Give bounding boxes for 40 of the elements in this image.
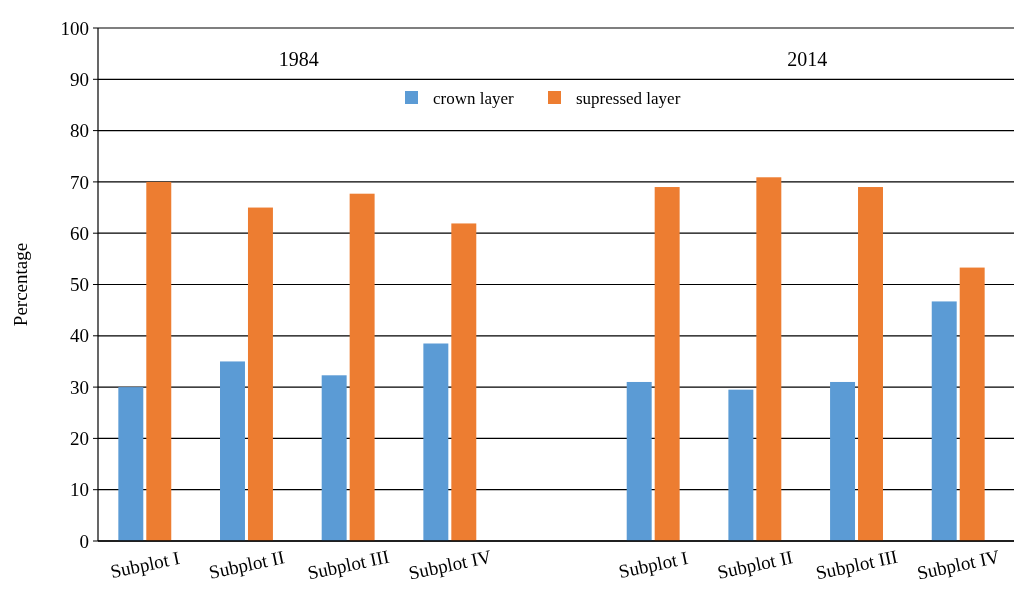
y-tick-label: 20 — [70, 428, 89, 450]
annotation: 1984 — [278, 48, 319, 70]
bar — [423, 343, 449, 541]
bar — [931, 301, 957, 541]
bar — [626, 381, 652, 541]
x-tick-label: Subplot I — [616, 547, 690, 583]
bar — [118, 387, 144, 541]
bar — [756, 177, 782, 541]
annotation: 2014 — [787, 48, 828, 70]
y-tick-label: 60 — [70, 222, 89, 244]
bar — [654, 187, 680, 541]
y-axis-title: Percentage — [10, 242, 31, 327]
y-tick-label: 10 — [70, 479, 89, 501]
y-tick-label: 0 — [79, 530, 89, 552]
y-tick-label: 50 — [70, 274, 89, 296]
x-tick-label: Subplot III — [305, 545, 391, 584]
x-tick-label: Subplot III — [813, 545, 900, 584]
bar — [858, 187, 883, 541]
bar — [247, 207, 273, 541]
legend-label: supressed layer — [576, 88, 681, 108]
y-tick-label: 30 — [70, 376, 89, 398]
x-tick-label: Subplot IV — [406, 545, 494, 584]
bar — [830, 381, 856, 541]
bar — [349, 193, 375, 541]
bar — [321, 375, 347, 541]
y-tick-label: 90 — [70, 68, 89, 90]
x-tick-label: Subplot I — [108, 547, 182, 583]
y-tick-label: 70 — [70, 171, 89, 193]
y-tick-label: 40 — [70, 325, 89, 347]
bar — [220, 361, 245, 541]
y-tick-label: 100 — [60, 17, 89, 39]
bar — [959, 267, 985, 541]
bar — [728, 389, 754, 541]
x-tick-label: Subplot IV — [915, 545, 1002, 584]
legend-label: crown layer — [433, 88, 515, 108]
y-tick-label: 80 — [70, 120, 89, 142]
x-tick-label: Subplot II — [715, 546, 795, 583]
x-tick-label: Subplot II — [207, 546, 287, 583]
bar — [451, 223, 477, 541]
bar — [146, 181, 172, 541]
